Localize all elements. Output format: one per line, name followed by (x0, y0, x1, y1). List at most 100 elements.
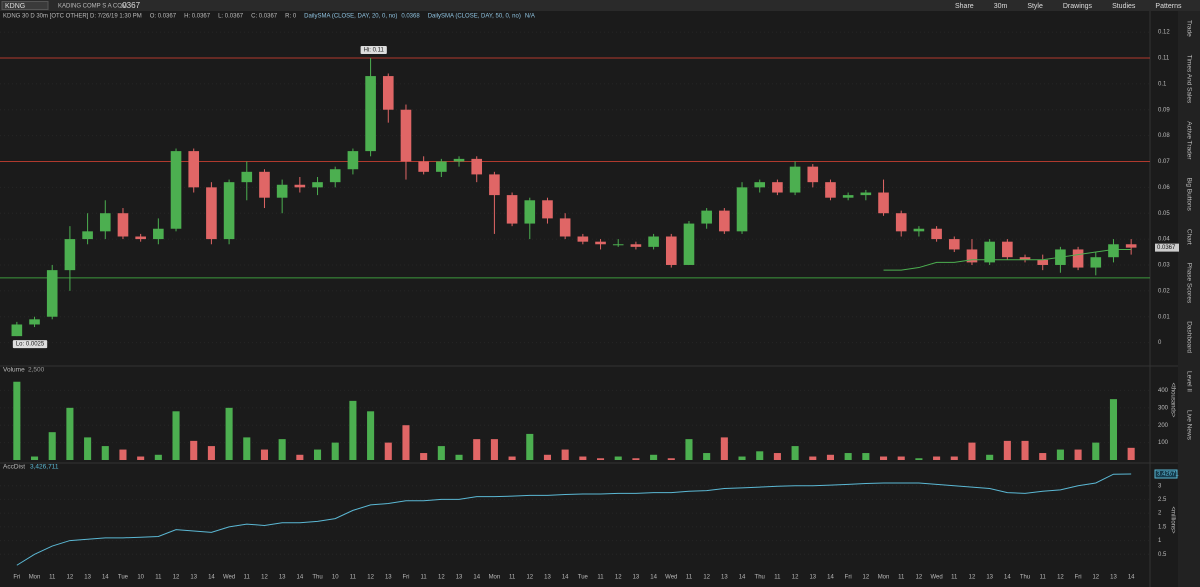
panel-title: Volume (3, 367, 25, 374)
sidebar-tab[interactable]: Trade (1185, 20, 1192, 37)
volume-bar (915, 458, 923, 460)
volume-bar (685, 439, 693, 460)
volume-bar (1056, 449, 1064, 460)
symbol-box[interactable] (1, 1, 49, 10)
toolbar-button[interactable]: 30m (994, 3, 1008, 10)
y-tick-label: 3 (1158, 483, 1162, 489)
accdist-last-box (1154, 469, 1178, 479)
toolbar-button[interactable]: Studies (1112, 3, 1136, 10)
y-axis-label: <millions> (1169, 506, 1175, 534)
x-tick-label: Tue (118, 575, 129, 581)
toolbar-button[interactable]: Share (955, 3, 974, 10)
sidebar-tab[interactable]: Times And Sales (1185, 55, 1192, 104)
candle-body (542, 200, 553, 219)
x-tick-label: 14 (1128, 575, 1135, 581)
volume-bar (579, 456, 587, 460)
y-tick-label: 0.02 (1158, 288, 1170, 294)
toolbar-button[interactable]: Patterns (1155, 3, 1182, 10)
y-tick-label: 0.08 (1158, 133, 1170, 139)
x-tick-label: Thu (1020, 575, 1030, 581)
volume-bar (278, 439, 286, 460)
candle-body (436, 161, 447, 172)
candle-body (99, 213, 111, 232)
last-price-label: 0.0367 (1157, 245, 1176, 251)
candle-body (807, 166, 819, 183)
accdist-last-label: 3.42671 (1157, 472, 1179, 478)
volume-bar (508, 456, 516, 460)
candle-body (931, 228, 942, 240)
candle-body (188, 151, 200, 188)
candle-body (1108, 244, 1119, 258)
sidebar-tab[interactable]: Dashboard (1185, 321, 1192, 353)
volume-bar (773, 453, 781, 460)
x-tick-label: 13 (986, 575, 993, 581)
toolbar-button[interactable]: Style (1027, 3, 1043, 10)
accdist-line (16, 473, 1132, 566)
price-tag: Lo: 0.0025 (16, 342, 45, 348)
volume-bar (596, 458, 605, 460)
x-tick-label: 11 (244, 575, 251, 581)
x-tick-label: 12 (367, 575, 374, 581)
candle-body (400, 109, 412, 162)
volume-bar (260, 449, 269, 460)
candle-body (630, 244, 642, 247)
y-tick-label: 200 (1158, 423, 1169, 429)
x-tick-label: 12 (703, 575, 710, 581)
volume-bar (473, 439, 481, 460)
x-tick-label: Fri (1075, 575, 1082, 581)
candle-body (772, 182, 783, 193)
x-tick-label: Mon (29, 575, 41, 581)
x-tick-label: 14 (1004, 575, 1011, 581)
toolbar-button[interactable]: Drawings (1063, 3, 1093, 10)
candle-body (276, 184, 288, 198)
volume-bar (1003, 440, 1011, 460)
candle-body (241, 171, 253, 183)
sidebar-tab[interactable]: Chart (1185, 229, 1192, 245)
candle-body (1125, 244, 1137, 248)
volume-bar (933, 456, 941, 460)
volume-bar (879, 456, 888, 460)
volume-bar (791, 446, 799, 460)
quote-item: D: 7/26/19 1:30 PM (90, 14, 142, 20)
study-name: DailySMA (CLOSE, DAY, 20, 0, no) (304, 14, 397, 20)
volume-bar (437, 446, 445, 460)
sidebar-tab[interactable]: Live News (1185, 410, 1192, 441)
volume-bar (950, 456, 958, 460)
volume-bar (13, 381, 21, 460)
y-tick-label: 0.03 (1158, 263, 1170, 269)
candle-body (683, 223, 695, 265)
candle-body (842, 195, 854, 198)
price-tag: Hi: 0.11 (364, 48, 385, 54)
sidebar-tab[interactable]: Phase Scores (1185, 263, 1192, 304)
y-tick-label: 2.5 (1158, 497, 1167, 503)
x-tick-label: 13 (279, 575, 286, 581)
volume-bar (84, 437, 92, 460)
y-tick-label: 100 (1158, 440, 1169, 446)
company: KADING COMP S A COM (58, 4, 127, 10)
candle-body (506, 195, 518, 224)
candle-body (878, 192, 889, 214)
volume-bar (1039, 453, 1047, 460)
x-tick-label: Fri (402, 575, 409, 581)
sidebar-tab[interactable]: Active Trader (1185, 121, 1192, 160)
x-tick-label: Fri (845, 575, 852, 581)
quote-item: H: 0.0367 (184, 14, 211, 20)
candle-body (170, 151, 182, 229)
volume-bar (526, 433, 534, 460)
candle-body (736, 187, 748, 232)
sidebar-tab[interactable]: Big Buttons (1185, 178, 1192, 212)
candle-body (135, 236, 146, 240)
sidebar-tab[interactable]: Level II (1185, 371, 1192, 392)
candle-body (365, 76, 376, 152)
candle-body (948, 239, 960, 250)
x-tick-label: 12 (526, 575, 533, 581)
candle-body (418, 161, 429, 172)
candle-body (1090, 257, 1102, 268)
symbol[interactable]: KDNG (5, 3, 25, 10)
volume-bar (420, 453, 428, 460)
quote-item: O: 0.0367 (150, 14, 177, 20)
y-tick-label: 300 (1158, 405, 1169, 411)
x-tick-label: 11 (951, 575, 958, 581)
volume-bar (897, 456, 905, 460)
